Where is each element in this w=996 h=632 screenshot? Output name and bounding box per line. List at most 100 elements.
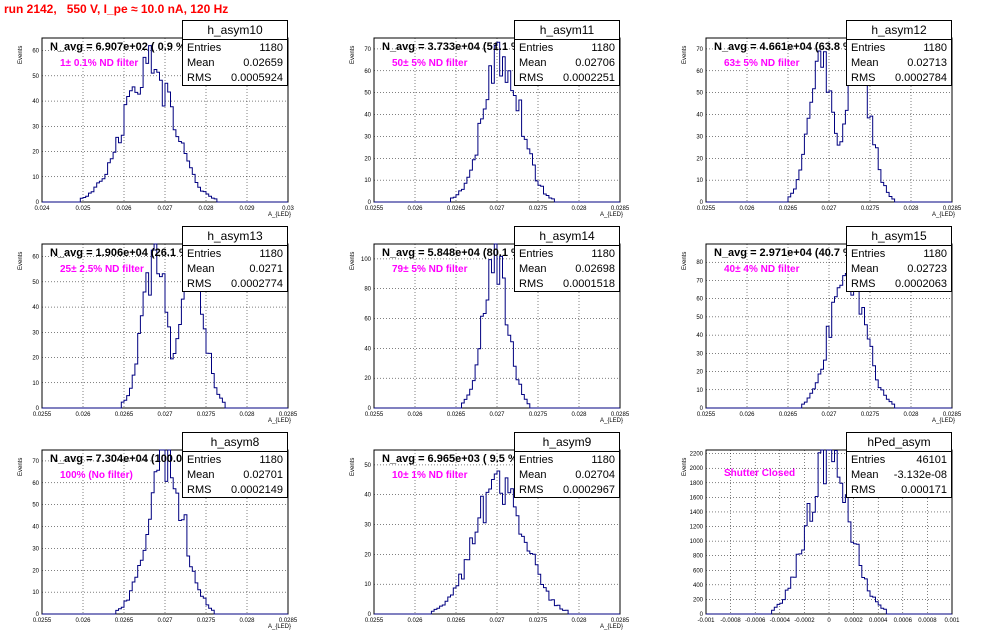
- x-tick-label: 0.0275: [529, 206, 548, 212]
- y-tick-label: 800: [693, 554, 704, 560]
- stat-value: 1180: [591, 454, 615, 466]
- stat-row-rms: RMS 0.0005924: [187, 71, 283, 86]
- x-axis-label: A_{LED}: [600, 212, 624, 218]
- navg-label: N_avg = 6.907e+02 ( 0.9 %): [50, 41, 190, 53]
- x-tick-label: 0.0006: [894, 618, 913, 624]
- filter-label: 100% (No filter): [60, 470, 133, 481]
- y-tick-label: 30: [32, 546, 39, 552]
- stat-key: Entries: [519, 454, 554, 466]
- x-tick-label: 0.027: [157, 618, 173, 624]
- stat-row-rms: RMS 0.0002149: [187, 483, 283, 498]
- stat-key: RMS: [187, 72, 212, 84]
- hist-name: h_asym10: [183, 21, 287, 40]
- histogram-panel-h_asym11: 0.0255 0.026 0.0265 0.027 0.0275 0.028 0.0285 0…: [332, 20, 652, 220]
- filter-label: 79± 5% ND filter: [392, 264, 468, 275]
- stat-key: RMS: [851, 72, 876, 84]
- y-tick-label: 2000: [690, 466, 704, 472]
- x-tick-label: 0.0255: [33, 618, 52, 624]
- stat-key: RMS: [519, 278, 544, 290]
- stat-row-mean: Mean 0.02659: [187, 56, 283, 71]
- histogram-series: [374, 243, 620, 409]
- stat-row-entries: Entries 1180: [519, 247, 615, 262]
- x-axis-label: A_{LED}: [932, 212, 956, 218]
- histogram-panel-h_asym12: 0.0255 0.026 0.0265 0.027 0.0275 0.028 0.0285 0…: [664, 20, 984, 220]
- stat-row-entries: Entries 1180: [519, 453, 615, 468]
- histogram-plot: 0.0255 0.026 0.0265 0.027 0.0275 0.028 0.0285 0…: [361, 243, 630, 418]
- y-tick-label: 70: [32, 459, 39, 465]
- stat-row-mean: Mean 0.02723: [851, 262, 947, 277]
- hist-name: h_asym14: [515, 227, 619, 246]
- navg-label: N_avg = 1.906e+04 (26.1 %): [50, 247, 193, 259]
- stat-row-rms: RMS 0.0002967: [519, 483, 615, 498]
- x-tick-label: 0.0255: [697, 412, 716, 418]
- x-tick-label: 0.001: [944, 618, 960, 624]
- y-tick-label: 40: [32, 99, 39, 105]
- stat-row-entries: Entries 1180: [851, 247, 947, 262]
- stat-key: RMS: [851, 484, 876, 496]
- x-tick-label: 0.026: [407, 206, 423, 212]
- x-tick-label: 0.0255: [365, 618, 384, 624]
- histogram-series: [706, 259, 952, 409]
- x-tick-label: 0.0008: [918, 618, 937, 624]
- x-tick-label: 0.026: [407, 618, 423, 624]
- y-tick-label: 80: [364, 287, 371, 293]
- histogram-panel-h_asym13: 0.0255 0.026 0.0265 0.027 0.0275 0.028 0.0285 0…: [0, 226, 320, 426]
- stat-value: 0.0271: [249, 263, 283, 275]
- x-tick-label: -0.0004: [770, 618, 791, 624]
- y-axis-label: Events: [350, 457, 356, 476]
- stats-box: h_asym11 Entries 1180 Mean 0.02706 RMS 0.00022…: [514, 20, 620, 86]
- y-tick-label: 0: [36, 612, 40, 618]
- x-tick-label: 0.024: [34, 206, 50, 212]
- x-tick-label: 0.0265: [115, 412, 134, 418]
- y-tick-label: 20: [364, 552, 371, 558]
- navg-label: N_avg = 5.848e+04 (80.1 %): [382, 247, 525, 259]
- x-tick-label: 0.028: [198, 206, 214, 212]
- y-tick-label: 30: [696, 351, 703, 357]
- y-tick-label: 60: [696, 297, 703, 303]
- x-tick-label: 0.026: [75, 412, 91, 418]
- y-tick-label: 2200: [690, 452, 704, 458]
- hist-name: h_asym9: [515, 433, 619, 452]
- hist-name: h_asym15: [847, 227, 951, 246]
- y-tick-label: 80: [696, 260, 703, 266]
- stat-row-rms: RMS 0.0002784: [851, 71, 947, 86]
- stat-value: 1180: [923, 42, 947, 54]
- histogram-panel-h_asym15: 0.0255 0.026 0.0265 0.027 0.0275 0.028 0.0285 0…: [664, 226, 984, 426]
- x-tick-label: 0.025: [75, 206, 91, 212]
- x-tick-label: 0.027: [157, 206, 173, 212]
- x-tick-label: 0.028: [571, 412, 587, 418]
- histogram-series: [374, 41, 620, 203]
- y-tick-label: 50: [696, 315, 703, 321]
- stat-value: 0.0005924: [231, 72, 283, 84]
- stat-value: 1180: [259, 42, 283, 54]
- y-tick-label: 40: [696, 333, 703, 339]
- x-tick-label: 0.028: [903, 412, 919, 418]
- stat-key: Mean: [519, 263, 547, 275]
- stat-row-rms: RMS 0.0002251: [519, 71, 615, 86]
- histogram-panel-hPed_asym: -0.001 -0.0008 -0.0006 -0.0004 -0.0002 0 0.000…: [664, 432, 984, 632]
- x-tick-label: 0.0285: [611, 618, 630, 624]
- x-tick-label: 0.027: [157, 412, 173, 418]
- stats-box: h_asym15 Entries 1180 Mean 0.02723 RMS 0.00020…: [846, 226, 952, 292]
- filter-label: 50± 5% ND filter: [392, 58, 468, 69]
- y-tick-label: 0: [700, 612, 704, 618]
- stat-row-mean: Mean 0.02701: [187, 468, 283, 483]
- x-tick-label: 0.027: [489, 412, 505, 418]
- stat-row-mean: Mean 0.0271: [187, 262, 283, 277]
- y-tick-label: 20: [32, 150, 39, 156]
- hist-name: h_asym11: [515, 21, 619, 40]
- y-tick-label: 1400: [690, 510, 704, 516]
- x-tick-label: 0.0275: [197, 618, 216, 624]
- x-tick-label: 0.027: [489, 206, 505, 212]
- stat-key: Entries: [187, 454, 222, 466]
- y-tick-label: 50: [364, 91, 371, 97]
- hist-name: h_asym13: [183, 227, 287, 246]
- y-tick-label: 40: [364, 113, 371, 119]
- y-axis-label: Events: [682, 457, 688, 476]
- x-tick-label: 0.027: [489, 618, 505, 624]
- stat-row-rms: RMS 0.000171: [851, 483, 947, 498]
- histogram-series: [42, 449, 288, 615]
- y-tick-label: 400: [693, 583, 704, 589]
- stat-value: 0.02659: [243, 57, 283, 69]
- stat-value: 1180: [591, 42, 615, 54]
